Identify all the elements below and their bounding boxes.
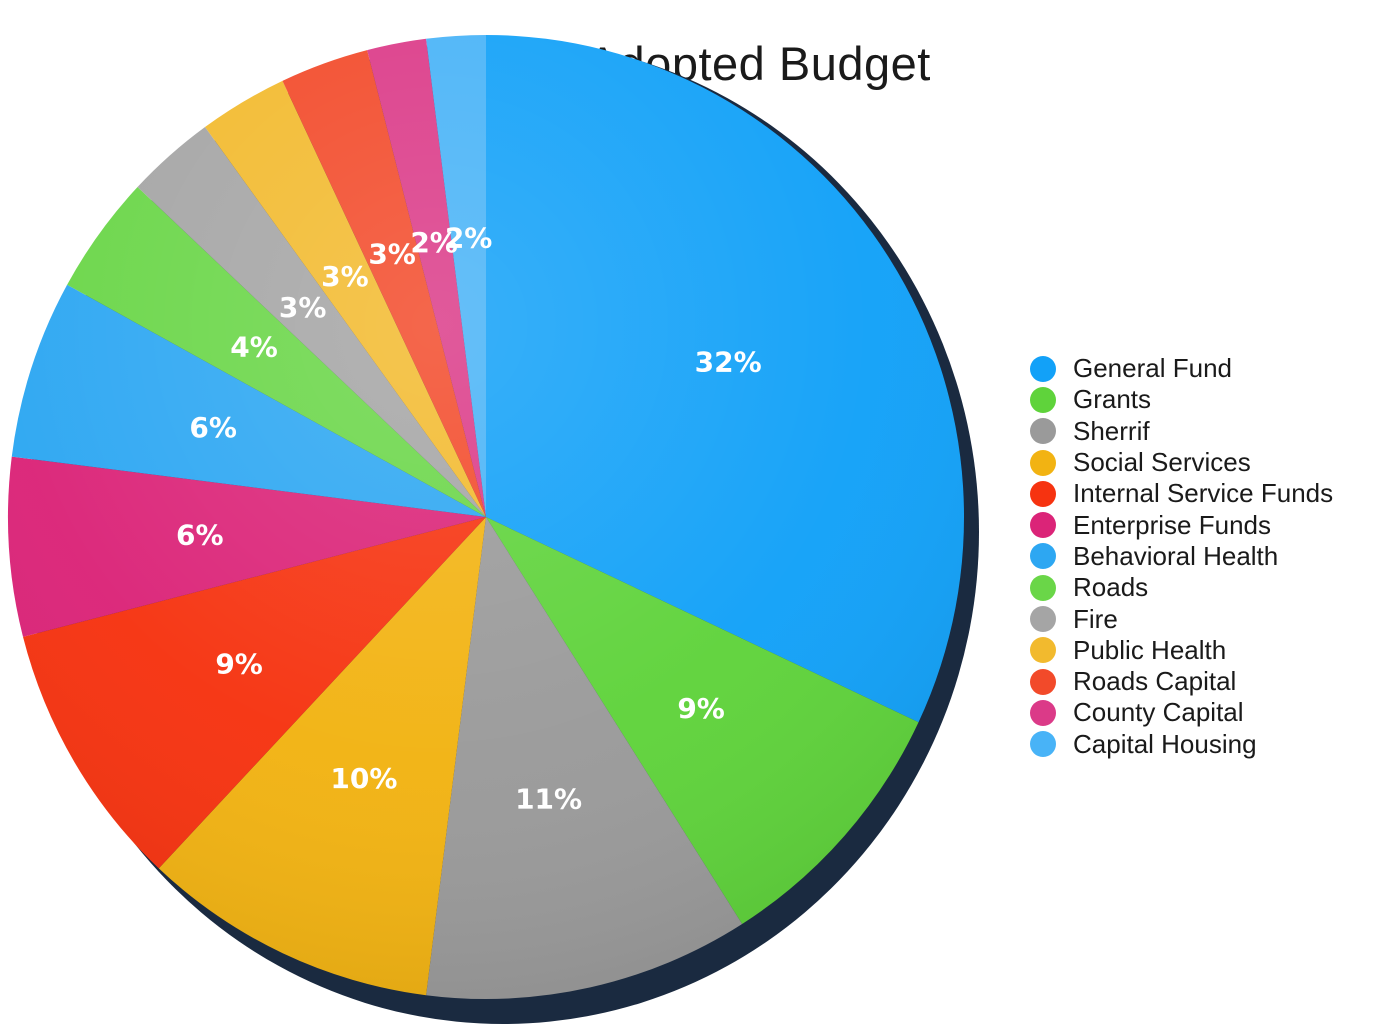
legend-label: Social Services [1073,447,1251,478]
legend-label: Roads [1073,572,1149,603]
slice-label-enterprise-funds: 6% [176,519,224,552]
slice-label-county-capital: 2% [410,226,458,259]
legend-swatch [1030,574,1056,601]
legend-label: Capital Housing [1073,728,1257,759]
legend-item: Roads [1030,572,1390,603]
slice-label-internal-service-funds: 9% [215,648,263,681]
legend-swatch [1030,480,1056,507]
legend-item: Behavioral Health [1030,541,1390,572]
slice-label-general-fund: 32% [695,346,762,379]
legend-swatch [1030,668,1056,695]
slice-label-social-services: 10% [330,762,397,795]
legend-swatch [1030,606,1056,633]
legend-swatch [1030,449,1056,476]
legend-item: Capital Housing [1030,729,1390,760]
legend-label: Public Health [1073,634,1227,665]
chart-legend: General Fund Grants Sherrif Social Services… [1030,353,1390,760]
legend-item: Fire [1030,603,1390,634]
slice-label-grants: 9% [677,692,725,725]
legend-label: Internal Service Funds [1073,478,1334,509]
pie-shine [8,35,964,999]
legend-label: General Fund [1073,353,1232,384]
slice-label-behavioral-health: 6% [189,411,237,444]
slice-label-roads-capital: 3% [368,238,416,271]
legend-swatch [1030,699,1056,726]
pie-slice-labels: 32%9%11%10%9%6%6%4%3%3%3%2%2% [176,222,762,816]
legend-swatch [1030,543,1056,570]
legend-item: Enterprise Funds [1030,509,1390,540]
legend-swatch [1030,355,1056,382]
legend-swatch [1030,512,1056,539]
legend-swatch [1030,386,1056,413]
legend-label: Enterprise Funds [1073,509,1271,540]
legend-swatch [1030,637,1056,664]
slice-label-fire: 3% [279,291,327,324]
legend-item: Grants [1030,384,1390,415]
slice-label-public-health: 3% [321,260,369,293]
legend-item: Public Health [1030,635,1390,666]
legend-item: Sherrif [1030,416,1390,447]
legend-label: Sherrif [1073,415,1150,446]
legend-label: Behavioral Health [1073,540,1279,571]
legend-swatch [1030,731,1056,758]
slice-label-sherrif: 11% [515,783,582,816]
legend-label: Fire [1073,603,1118,634]
legend-label: County Capital [1073,697,1244,728]
legend-item: Internal Service Funds [1030,478,1390,509]
slice-label-roads: 4% [230,331,278,364]
legend-item: Roads Capital [1030,666,1390,697]
legend-swatch [1030,418,1056,445]
legend-label: Grants [1073,384,1152,415]
slice-label-capital-housing: 2% [445,222,493,255]
legend-item: General Fund [1030,353,1390,384]
legend-label: Roads Capital [1073,666,1237,697]
legend-item: Social Services [1030,447,1390,478]
legend-item: County Capital [1030,697,1390,728]
